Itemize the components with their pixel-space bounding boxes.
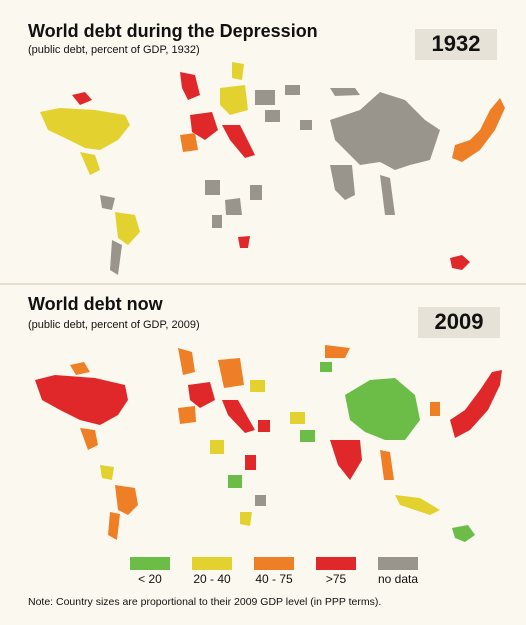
legend-label: 20 - 40 <box>193 572 231 586</box>
panel-title: World debt during the Depression <box>28 21 318 41</box>
legend-swatch <box>316 557 356 570</box>
country <box>80 152 100 175</box>
country <box>345 378 420 440</box>
country <box>100 195 115 210</box>
country <box>255 495 266 506</box>
country <box>452 98 505 162</box>
country <box>35 375 128 425</box>
country <box>218 358 244 388</box>
country <box>265 110 280 122</box>
country <box>178 406 196 424</box>
country <box>180 133 198 152</box>
country <box>190 112 218 140</box>
country <box>225 198 242 215</box>
legend-swatch <box>130 557 170 570</box>
country <box>380 450 394 480</box>
country <box>300 430 315 442</box>
country <box>452 525 475 542</box>
country <box>330 88 360 96</box>
country <box>72 92 92 105</box>
legend-label: no data <box>378 572 418 586</box>
legend-swatch <box>378 557 418 570</box>
country <box>330 440 362 480</box>
country <box>40 108 130 150</box>
country <box>180 72 200 100</box>
country <box>330 92 440 170</box>
panel-subtitle: (public debt, percent of GDP, 2009) <box>28 319 200 331</box>
country <box>238 236 250 248</box>
country <box>115 485 138 515</box>
country <box>100 465 114 480</box>
panel-subtitle: (public debt, percent of GDP, 1932) <box>28 44 200 56</box>
legend: < 20 20 - 40 40 - 75 >75 no data <box>130 557 418 586</box>
panel-title: World debt now <box>28 294 164 314</box>
country <box>325 345 350 358</box>
country <box>290 412 305 424</box>
legend-label: < 20 <box>138 572 162 586</box>
country <box>212 215 222 228</box>
country <box>430 402 440 416</box>
country <box>220 85 248 115</box>
country <box>232 62 244 80</box>
map-1932 <box>40 62 505 275</box>
country <box>320 362 332 372</box>
legend-swatch <box>192 557 232 570</box>
country <box>245 455 256 470</box>
country <box>395 495 440 515</box>
legend-label: >75 <box>326 572 347 586</box>
legend-swatch <box>254 557 294 570</box>
note: Note: Country sizes are proportional to … <box>28 596 381 608</box>
country <box>70 362 90 375</box>
country <box>300 120 312 130</box>
country <box>450 370 502 438</box>
country <box>178 348 195 375</box>
country <box>255 90 275 105</box>
country <box>108 512 120 540</box>
map-2009 <box>35 345 502 542</box>
country <box>110 240 122 275</box>
country <box>380 175 395 215</box>
country <box>258 420 270 432</box>
country <box>188 382 215 408</box>
year-box <box>415 29 497 60</box>
country <box>330 165 355 200</box>
country <box>222 125 255 158</box>
year-box <box>418 307 500 338</box>
country <box>240 512 252 526</box>
country <box>250 380 265 392</box>
country <box>80 428 98 450</box>
country <box>210 440 224 454</box>
country <box>115 212 140 245</box>
country <box>450 255 470 270</box>
country <box>228 475 242 488</box>
country <box>250 185 262 200</box>
year-label: 1932 <box>432 31 481 56</box>
country <box>222 400 255 433</box>
legend-label: 40 - 75 <box>255 572 293 586</box>
country <box>285 85 300 95</box>
year-label: 2009 <box>435 309 484 334</box>
country <box>205 180 220 195</box>
